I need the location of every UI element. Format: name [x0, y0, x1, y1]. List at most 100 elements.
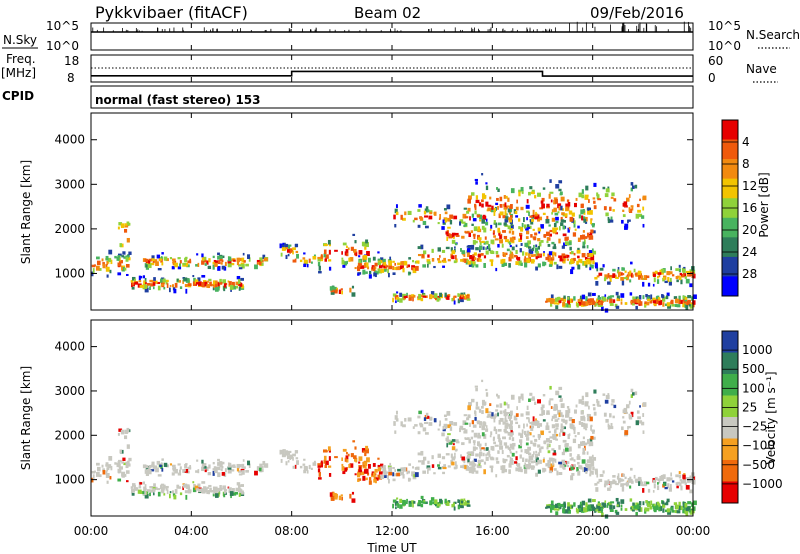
power-echo — [533, 254, 536, 257]
power-echo — [414, 260, 418, 264]
power-echo — [358, 260, 361, 264]
velocity-echo — [682, 505, 686, 508]
velocity-echo — [508, 469, 511, 474]
power-echo — [548, 297, 551, 302]
velocity-echo — [239, 492, 243, 495]
power-echo — [138, 280, 142, 283]
power-echo — [174, 262, 178, 268]
power-echo — [662, 302, 665, 307]
velocity-echo — [634, 391, 638, 396]
velocity-echo — [98, 474, 102, 478]
velocity-echo — [510, 430, 513, 433]
power-echo — [543, 261, 547, 266]
velocity-echo — [485, 425, 488, 429]
power-colorbar-tick-label: 20 — [742, 223, 757, 237]
power-echo — [571, 266, 575, 270]
velocity-echo — [577, 432, 580, 435]
power-echo — [464, 216, 469, 219]
velocity-echo — [212, 493, 215, 497]
velocity-echo — [340, 494, 343, 497]
velocity-echo — [635, 511, 638, 516]
power-echo — [490, 207, 494, 213]
power-echo — [653, 297, 656, 301]
velocity-echo — [443, 464, 447, 468]
velocity-echo — [539, 413, 544, 416]
velocity-echo — [528, 459, 530, 464]
power-echo — [550, 294, 554, 299]
velocity-echo — [441, 432, 445, 437]
power-echo — [163, 286, 166, 290]
velocity-echo — [436, 503, 441, 507]
velocity-echo — [227, 468, 232, 474]
velocity-echo — [395, 501, 399, 505]
power-echo — [459, 219, 464, 224]
velocity-echo — [235, 487, 239, 492]
power-echo — [661, 295, 665, 299]
velocity-echo — [131, 488, 135, 492]
power-ytick-label: 3000 — [54, 177, 85, 191]
velocity-echo — [593, 389, 597, 394]
power-echo — [556, 302, 560, 305]
velocity-echo — [382, 465, 386, 470]
power-echo — [598, 302, 601, 305]
velocity-echo — [657, 482, 659, 485]
power-echo — [525, 204, 530, 209]
velocity-echo — [582, 447, 586, 453]
velocity-echo — [442, 471, 446, 475]
velocity-echo — [576, 509, 579, 514]
power-echo — [546, 203, 550, 207]
power-colorbar-label: Power [dB] — [757, 172, 771, 237]
power-echo — [471, 256, 475, 262]
velocity-echo — [566, 461, 570, 464]
power-echo — [121, 266, 123, 271]
velocity-echo — [590, 462, 595, 467]
power-echo — [433, 211, 437, 216]
power-echo — [586, 245, 589, 249]
power-echo — [451, 255, 455, 260]
velocity-echo — [658, 506, 661, 512]
power-echo — [473, 226, 478, 232]
velocity-echo — [487, 413, 491, 418]
velocity-echo — [692, 500, 697, 506]
power-echo — [184, 284, 188, 288]
power-echo — [507, 208, 511, 213]
power-echo — [213, 259, 216, 264]
velocity-echo — [367, 464, 371, 469]
power-echo — [457, 298, 460, 304]
velocity-echo — [243, 466, 246, 469]
power-echo — [691, 296, 694, 301]
power-echo — [471, 244, 475, 250]
power-echo — [493, 222, 498, 225]
power-echo — [172, 261, 176, 264]
velocity-echo — [238, 470, 242, 473]
velocity-echo — [597, 501, 600, 504]
power-echo — [678, 299, 682, 305]
power-echo — [529, 186, 533, 190]
velocity-echo — [122, 457, 126, 461]
power-echo — [480, 199, 484, 203]
velocity-echo — [540, 430, 544, 436]
velocity-echo — [555, 427, 559, 430]
velocity-echo — [549, 385, 552, 390]
power-echo — [497, 222, 502, 226]
velocity-echo — [317, 463, 322, 466]
velocity-echo — [510, 410, 513, 416]
power-echo — [472, 240, 476, 245]
velocity-echo — [530, 460, 534, 464]
power-echo — [460, 299, 464, 303]
velocity-echo — [107, 464, 112, 469]
velocity-echo — [551, 424, 556, 429]
velocity-echo — [554, 458, 557, 463]
power-echo — [408, 257, 412, 260]
power-echo — [446, 236, 449, 242]
power-echo — [548, 233, 552, 237]
velocity-echo — [437, 466, 442, 470]
power-echo — [470, 260, 474, 265]
velocity-echo — [172, 467, 176, 470]
velocity-echo — [559, 506, 562, 510]
velocity-echo — [630, 505, 634, 511]
power-echo — [493, 211, 496, 216]
velocity-echo — [238, 492, 241, 497]
velocity-echo — [377, 464, 382, 468]
velocity-echo — [134, 484, 136, 487]
